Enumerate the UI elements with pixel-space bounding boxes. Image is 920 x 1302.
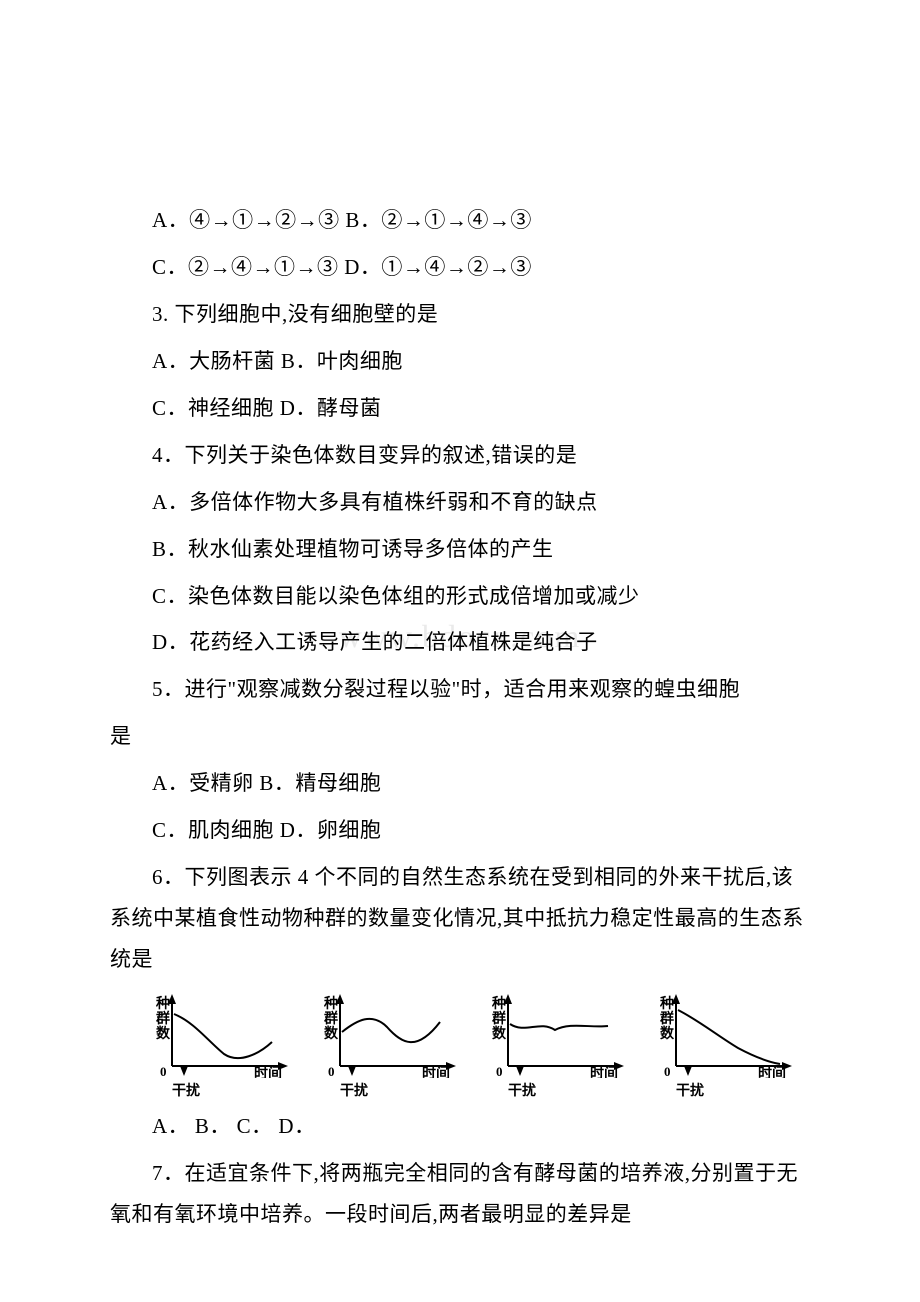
svg-text:0: 0 — [496, 1064, 503, 1078]
svg-text:时间: 时间 — [590, 1065, 618, 1078]
q4-stem: 4．下列关于染色体数目变异的叙述,错误的是 — [110, 435, 810, 476]
svg-text:0: 0 — [328, 1064, 335, 1078]
svg-text:种: 种 — [491, 995, 506, 1012]
chart-d-disturb: 干扰 — [676, 1080, 704, 1100]
svg-text:时间: 时间 — [254, 1065, 282, 1078]
q6-options: A． B． C． D． — [110, 1106, 810, 1147]
q5-option-ab: A．受精卵 B．精母细胞 — [110, 763, 810, 804]
svg-text:数: 数 — [324, 1025, 339, 1042]
chart-a-svg: 种 群 数 0 时间 — [154, 992, 294, 1078]
q4-option-b: B．秋水仙素处理植物可诱导多倍体的产生 — [110, 529, 810, 570]
q5-option-cd: C．肌肉细胞 D．卵细胞 — [110, 810, 810, 851]
svg-text:群: 群 — [659, 1010, 674, 1027]
q2-option-ab: A．④→①→②→③ B．②→①→④→③ — [110, 200, 810, 241]
chart-d: 种 群 数 0 时间 干扰 — [658, 992, 798, 1100]
svg-text:时间: 时间 — [758, 1065, 786, 1078]
q6-stem: 6．下列图表示 4 个不同的自然生态系统在受到相同的外来干扰后,该系统中某植食性… — [110, 857, 810, 980]
svg-text:群: 群 — [491, 1010, 506, 1027]
q7-stem: 7．在适宜条件下,将两瓶完全相同的含有酵母菌的培养液,分别置于无氧和有氧环境中培… — [110, 1153, 810, 1235]
svg-text:数: 数 — [156, 1025, 171, 1041]
q3-option-cd: C．神经细胞 D．酵母菌 — [110, 388, 810, 429]
chart-a-disturb: 干扰 — [172, 1080, 200, 1100]
chart-c-svg: 种 群 数 0 时间 — [490, 992, 630, 1078]
q5-stem-line1: 5．进行"观察减数分裂过程以验"时，适合用来观察的蝗虫细胞 — [110, 669, 810, 710]
svg-text:群: 群 — [323, 1010, 338, 1027]
svg-text:数: 数 — [660, 1025, 675, 1042]
chart-row: 种 群 数 0 时间 干扰 种 群 数 0 — [154, 992, 810, 1100]
chart-a: 种 群 数 0 时间 干扰 — [154, 992, 294, 1100]
q5-stem-line2: 是 — [110, 716, 810, 757]
q3-stem: 3. 下列细胞中,没有细胞壁的是 — [110, 294, 810, 335]
q4-option-a: A．多倍体作物大多具有植株纤弱和不育的缺点 — [110, 482, 810, 523]
chart-b-disturb: 干扰 — [340, 1080, 368, 1100]
svg-text:数: 数 — [492, 1025, 507, 1042]
svg-text:0: 0 — [664, 1064, 671, 1078]
svg-text:0: 0 — [160, 1064, 167, 1078]
svg-text:群: 群 — [155, 1010, 170, 1026]
svg-text:时间: 时间 — [422, 1065, 450, 1078]
chart-c-disturb: 干扰 — [508, 1080, 536, 1100]
chart-b-svg: 种 群 数 0 时间 — [322, 992, 462, 1078]
q3-option-ab: A．大肠杆菌 B．叶肉细胞 — [110, 341, 810, 382]
svg-text:种: 种 — [659, 995, 674, 1012]
chart-d-svg: 种 群 数 0 时间 — [658, 992, 798, 1078]
q2-option-cd: C．②→④→①→③ D．①→④→②→③ — [110, 247, 810, 288]
svg-text:种: 种 — [323, 995, 338, 1012]
chart-b: 种 群 数 0 时间 干扰 — [322, 992, 462, 1100]
q4-option-d: D．花药经入工诱导产生的二倍体植株是纯合子 — [110, 622, 810, 663]
chart-c: 种 群 数 0 时间 干扰 — [490, 992, 630, 1100]
q4-option-c: C．染色体数目能以染色体组的形式成倍增加或减少 — [110, 576, 810, 617]
svg-text:种: 种 — [155, 995, 170, 1011]
